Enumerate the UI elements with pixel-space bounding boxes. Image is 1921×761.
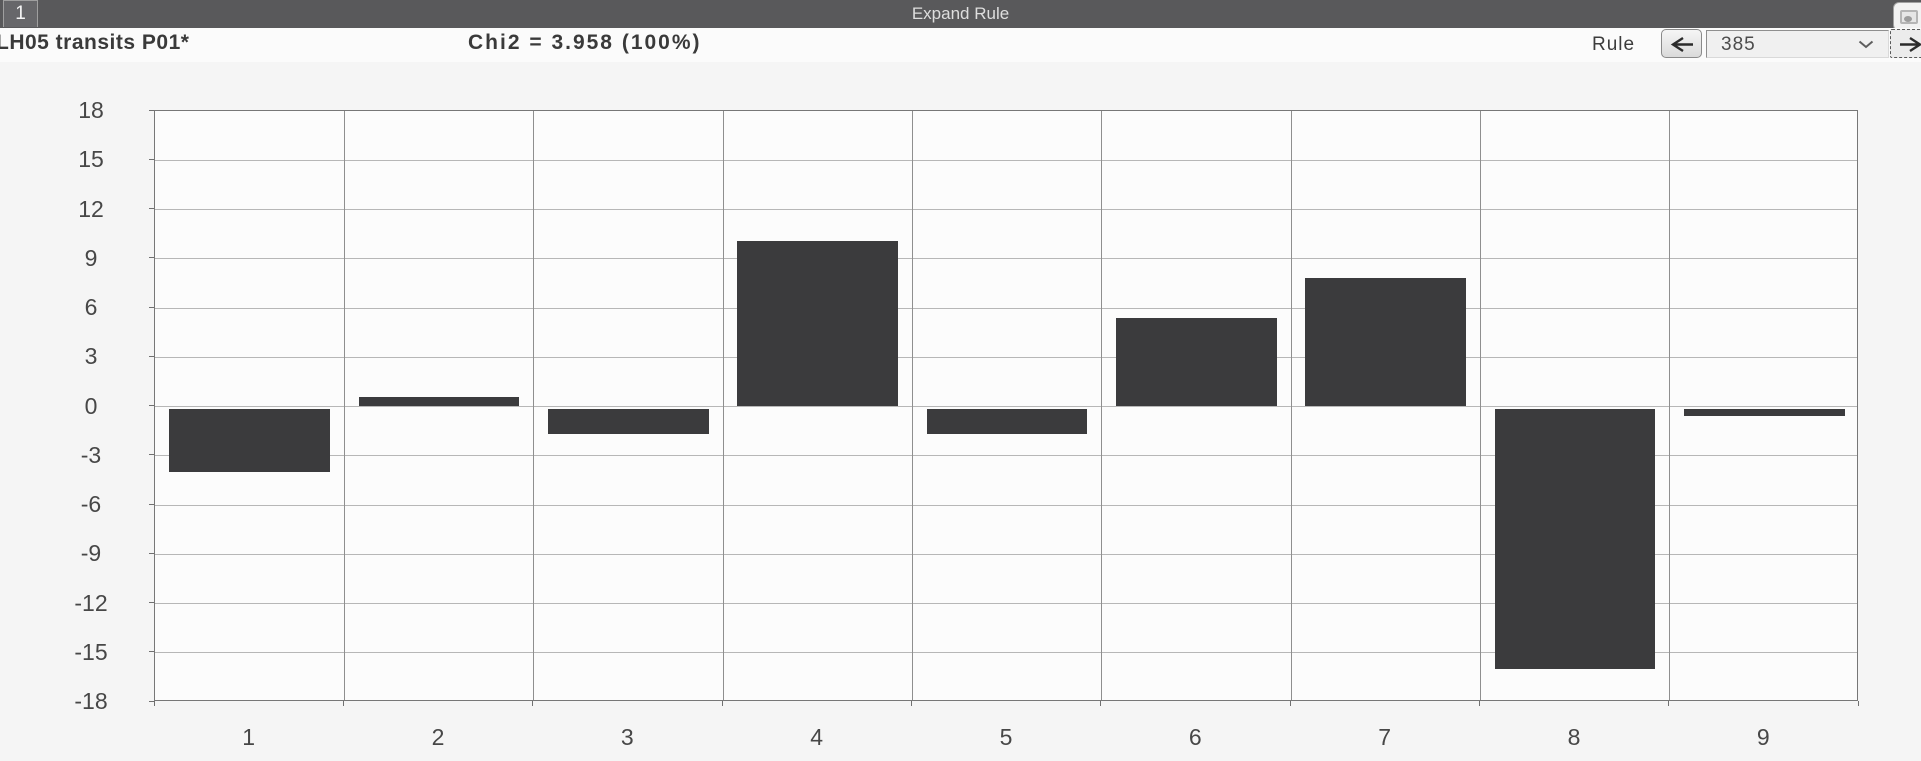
horizontal-gridline	[155, 209, 1857, 210]
vertical-gridline	[343, 111, 345, 700]
horizontal-gridline	[155, 258, 1857, 260]
vertical-gridline	[1669, 111, 1671, 700]
vertical-gridline	[1479, 111, 1481, 700]
horizontal-gridline	[155, 356, 1857, 358]
y-axis-tick	[149, 257, 154, 259]
x-axis-tick	[1100, 701, 1102, 706]
horizontal-gridline	[155, 553, 1857, 555]
chi2-value: Chi2 = 3.958 (100%)	[468, 31, 702, 54]
chart-title: LH05 transits P01*	[0, 31, 190, 54]
y-axis-label: 3	[84, 343, 98, 370]
bar-category-1	[169, 408, 331, 473]
x-axis-label: 7	[1378, 724, 1392, 750]
horizontal-gridline	[155, 603, 1857, 604]
vertical-gridline	[1290, 111, 1292, 700]
y-axis-tick	[149, 700, 154, 702]
bar-category-8	[1494, 408, 1656, 670]
bar-category-9	[1683, 408, 1845, 417]
x-axis-tick	[1289, 701, 1291, 706]
y-axis-label: -15	[74, 638, 108, 665]
horizontal-gridline	[155, 406, 1857, 407]
y-axis-label: 18	[78, 97, 104, 123]
x-axis-label: 4	[810, 724, 824, 750]
rule-label: Rule	[1592, 34, 1636, 55]
bar-category-7	[1305, 278, 1467, 407]
title-bar: 1 Expand Rule	[0, 0, 1921, 28]
horizontal-gridline	[155, 504, 1857, 506]
x-axis-label: 8	[1567, 724, 1581, 750]
horizontal-gridline	[155, 652, 1857, 654]
bar-category-5	[926, 408, 1088, 435]
x-axis-label: 5	[999, 724, 1013, 750]
bar-category-2	[358, 396, 520, 407]
header-row: LH05 transits P01* Chi2 = 3.958 (100%) R…	[0, 28, 1921, 62]
next-rule-button[interactable]	[1890, 29, 1921, 58]
y-axis-tick	[149, 602, 154, 603]
vertical-gridline	[533, 111, 535, 700]
vertical-gridline	[722, 111, 724, 700]
y-axis-tick	[149, 405, 154, 406]
chevron-down-icon	[1858, 40, 1874, 49]
tab-badge[interactable]: 1	[3, 0, 38, 27]
x-axis-tick	[721, 701, 723, 706]
y-axis-tick	[149, 503, 154, 505]
y-axis-label: 15	[78, 146, 104, 173]
y-axis-label: 9	[84, 244, 98, 271]
x-axis-label: 9	[1756, 724, 1770, 750]
bar-category-6	[1115, 317, 1277, 407]
bar-category-3	[547, 408, 709, 435]
x-axis-tick	[1857, 701, 1859, 706]
x-axis-tick	[153, 701, 155, 706]
y-axis-label: -12	[74, 589, 108, 616]
x-axis-label: 3	[620, 724, 634, 750]
horizontal-gridline	[155, 307, 1857, 309]
vertical-gridline	[1101, 111, 1103, 700]
bar-chart-plot-area	[154, 110, 1858, 701]
horizontal-gridline	[155, 159, 1857, 161]
x-axis-label: 6	[1188, 724, 1202, 750]
panel-dot-icon	[1904, 16, 1912, 22]
x-axis-label: 2	[431, 724, 445, 750]
y-axis-tick	[149, 208, 154, 209]
x-axis-tick	[1668, 701, 1670, 706]
x-axis-tick	[532, 701, 534, 706]
x-axis-tick	[342, 701, 344, 706]
y-axis-tick	[149, 109, 154, 111]
x-axis-tick	[910, 701, 912, 706]
previous-rule-button[interactable]	[1661, 29, 1702, 58]
bar-category-4	[737, 240, 899, 407]
arrow-left-icon	[1670, 36, 1693, 53]
x-axis-tick	[1478, 701, 1480, 706]
y-axis-label: -9	[80, 540, 102, 567]
y-axis-tick	[149, 306, 154, 308]
arrow-right-icon	[1900, 36, 1921, 53]
x-axis-label: 1	[242, 724, 256, 750]
y-axis-label: -3	[80, 441, 102, 468]
y-axis-tick	[149, 355, 154, 357]
y-axis-tick	[149, 158, 154, 160]
window-title: Expand Rule	[911, 4, 1010, 23]
y-axis-label: -6	[80, 491, 102, 517]
y-axis-tick	[149, 651, 154, 653]
y-axis-label: 6	[84, 294, 98, 320]
horizontal-gridline	[155, 455, 1857, 457]
y-axis-label: 0	[84, 392, 98, 419]
y-axis-label: 12	[78, 195, 104, 222]
y-axis-tick	[149, 552, 154, 554]
y-axis-label: -18	[74, 688, 108, 714]
corner-toolbar-button[interactable]	[1893, 2, 1921, 31]
rule-select[interactable]: 385	[1706, 30, 1889, 58]
rule-select-value: 385	[1721, 34, 1756, 55]
y-axis-tick	[149, 454, 154, 456]
vertical-gridline	[911, 111, 913, 700]
